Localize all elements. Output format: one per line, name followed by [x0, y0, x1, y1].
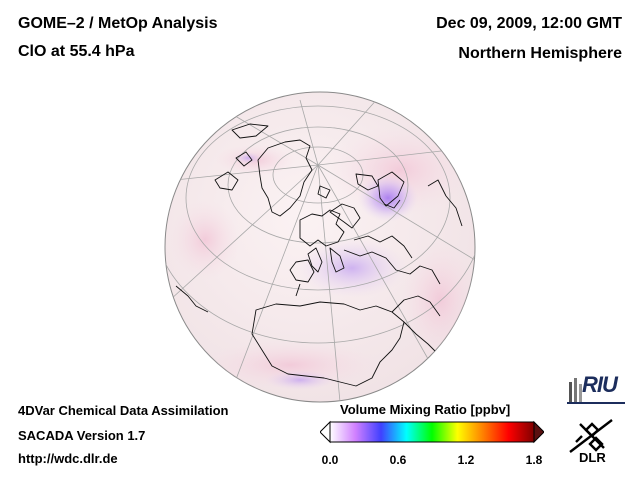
version-label: SACADA Version 1.7	[18, 428, 146, 443]
colorbar-gradient	[329, 421, 535, 443]
map-title: GOME–2 / MetOp Analysis	[18, 15, 218, 32]
concentration-field	[170, 125, 475, 390]
dlr-logo-text: DLR	[579, 450, 606, 465]
colorbar-tick: 0.6	[389, 453, 407, 467]
riu-logo-text: RIU	[582, 372, 618, 397]
analysis-date: Dec 09, 2009, 12:00 GMT	[436, 15, 622, 32]
colorbar-tick: 1.2	[457, 453, 475, 467]
website-link[interactable]: http://wdc.dlr.de	[18, 451, 118, 466]
riu-logo-icon	[567, 378, 625, 404]
region-label: Northern Hemisphere	[458, 45, 622, 62]
method-label: 4DVar Chemical Data Assimilation	[18, 403, 229, 418]
colorbar-min-arrow	[320, 420, 331, 444]
colorbar-max-arrow	[533, 420, 544, 444]
graticule	[165, 92, 475, 402]
colorbar-title: Volume Mixing Ratio [ppbv]	[340, 402, 511, 417]
species-level-label: ClO at 55.4 hPa	[18, 43, 135, 60]
coastlines	[175, 123, 463, 387]
colorbar	[320, 420, 544, 444]
dlr-logo-icon	[569, 419, 613, 453]
colorbar-tick: 1.8	[525, 453, 543, 467]
colorbar-tick: 0.0	[321, 453, 339, 467]
